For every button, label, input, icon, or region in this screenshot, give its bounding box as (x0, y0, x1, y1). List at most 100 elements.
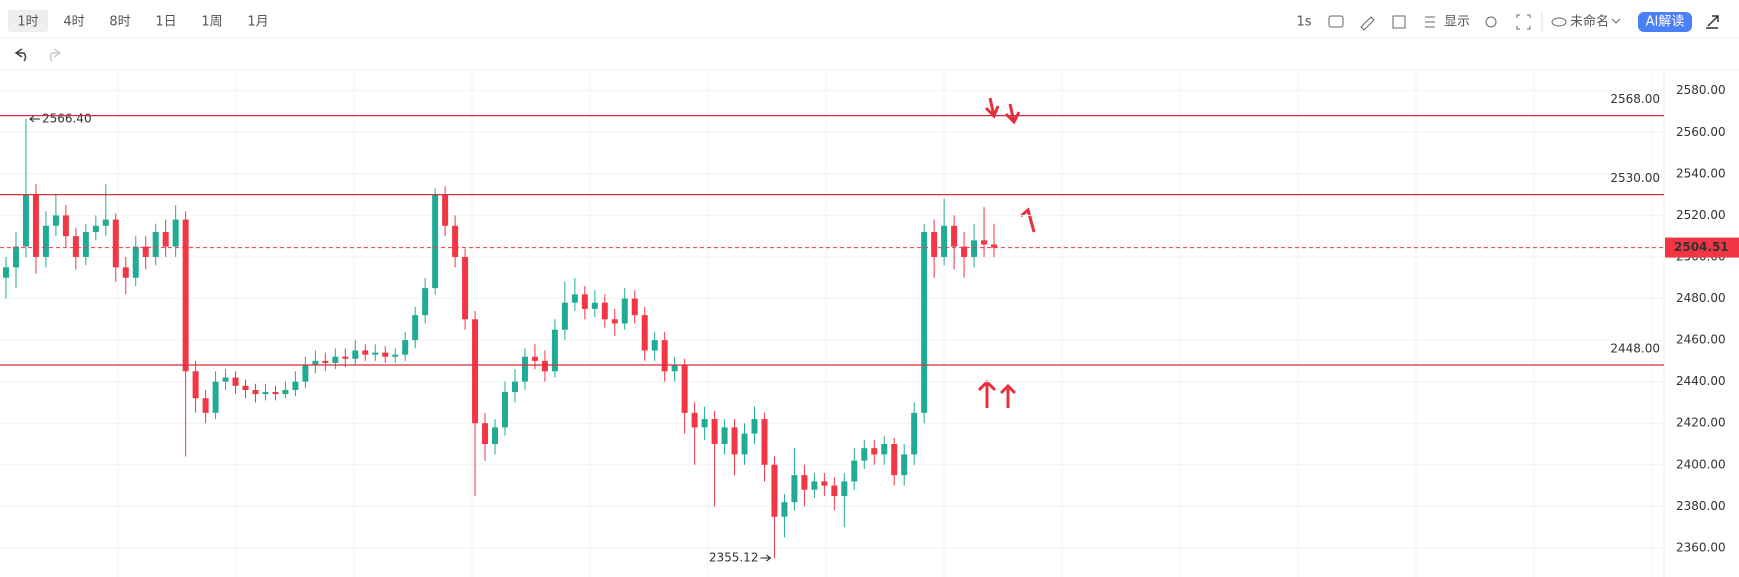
candle-body (951, 225, 958, 247)
interval-button[interactable]: 1月 (247, 15, 268, 30)
draw-icon[interactable] (1360, 16, 1375, 31)
y-tick-label: 2380.00 (1676, 499, 1726, 513)
layout-name[interactable]: 未命名 (1570, 14, 1609, 30)
share-icon[interactable] (1706, 15, 1719, 29)
display-icon[interactable] (1425, 16, 1435, 28)
candle-body (92, 225, 99, 233)
speed-button[interactable]: 1s (1296, 15, 1311, 30)
y-tick-label: 2540.00 (1676, 166, 1726, 180)
candle-body (172, 219, 179, 247)
active-interval (8, 10, 48, 32)
candle-body (222, 377, 229, 382)
candle-body (871, 448, 878, 455)
interval-button[interactable]: 4时 (63, 15, 84, 30)
candle-body (761, 419, 768, 465)
candle-body (432, 194, 439, 289)
candle-body (571, 294, 578, 303)
interval-button[interactable]: 8时 (109, 15, 130, 30)
candle-body (751, 419, 758, 434)
y-tick-label: 2480.00 (1676, 291, 1726, 305)
ai-button-bg[interactable] (1638, 12, 1692, 32)
fullscreen-icon[interactable] (1516, 14, 1531, 30)
candle-body (921, 232, 928, 413)
candle-body (881, 443, 888, 455)
y-tick-label: 2440.00 (1676, 374, 1726, 388)
candle-body (621, 298, 628, 324)
candle-body (282, 389, 289, 395)
candle-body (122, 267, 129, 278)
last-price-label: 2504.51 (1674, 240, 1729, 254)
candle-body (861, 448, 868, 461)
candle-body (691, 412, 698, 428)
candle-body (801, 475, 808, 490)
candle-body (851, 460, 858, 482)
candle-body (392, 354, 399, 357)
level-label: 2530.00 (1610, 171, 1660, 185)
candle-body (132, 246, 139, 278)
min-pointer (760, 554, 772, 562)
candle-body (661, 340, 668, 372)
candle-body (581, 294, 588, 309)
camera-icon[interactable] (1328, 15, 1344, 28)
candle-body (551, 329, 558, 372)
candle-body (611, 319, 618, 324)
candle-body (12, 246, 19, 268)
interval-button[interactable]: 1周 (201, 15, 222, 30)
candle-body (372, 352, 379, 355)
candle-body (462, 256, 469, 320)
candle-body (482, 423, 489, 444)
max-label: 2566.40 (42, 111, 92, 125)
candle-body (242, 385, 249, 390)
candle-body (791, 475, 798, 503)
cloud-icon (1551, 17, 1567, 27)
undo-icon[interactable] (14, 48, 27, 62)
layout-icon[interactable] (1392, 15, 1406, 29)
candle-body (821, 481, 828, 486)
ai-button[interactable]: AI解读 (1646, 15, 1685, 30)
candle-body (82, 232, 89, 257)
y-tick-label: 2580.00 (1676, 83, 1726, 97)
y-tick-label: 2460.00 (1676, 333, 1726, 347)
candle-body (981, 240, 988, 245)
y-tick-label: 2560.00 (1676, 125, 1726, 139)
candle-body (162, 232, 169, 247)
interval-button[interactable]: 1日 (155, 15, 176, 30)
candle-body (252, 389, 259, 395)
candle-body (412, 315, 419, 341)
candle-body (22, 194, 29, 247)
redo-icon (49, 48, 62, 62)
candle-body (352, 350, 359, 359)
candle-body (701, 419, 708, 428)
candle-body (941, 225, 948, 257)
candle-body (651, 340, 658, 351)
candle-body (102, 219, 109, 226)
candle-body (811, 481, 818, 490)
candle-body (831, 485, 838, 496)
candle-body (112, 219, 119, 268)
candle-body (502, 392, 508, 428)
candle-body (452, 225, 459, 257)
candle-body (212, 381, 219, 413)
candle-body (741, 433, 748, 455)
interval-button[interactable]: 1时 (17, 15, 38, 30)
candle-body (641, 315, 648, 351)
candle-body (272, 392, 279, 395)
candle-body (382, 352, 389, 357)
candle-body (891, 443, 898, 476)
candle-body (192, 371, 199, 399)
dropdown-icon[interactable] (1611, 18, 1621, 24)
last-price-box (1665, 237, 1739, 258)
candle-body (631, 298, 638, 316)
candle-body (142, 246, 149, 257)
y-tick-label: 2420.00 (1676, 416, 1726, 430)
display-button[interactable]: 显示 (1444, 15, 1470, 30)
y-tick-label: 2400.00 (1676, 457, 1726, 471)
level-label: 2568.00 (1610, 92, 1660, 106)
settings-icon[interactable] (1485, 16, 1497, 28)
candle-body (32, 194, 39, 257)
candle-body (322, 360, 329, 363)
candle-body (711, 419, 718, 444)
candle-body (362, 350, 369, 355)
candle-body (541, 360, 548, 372)
